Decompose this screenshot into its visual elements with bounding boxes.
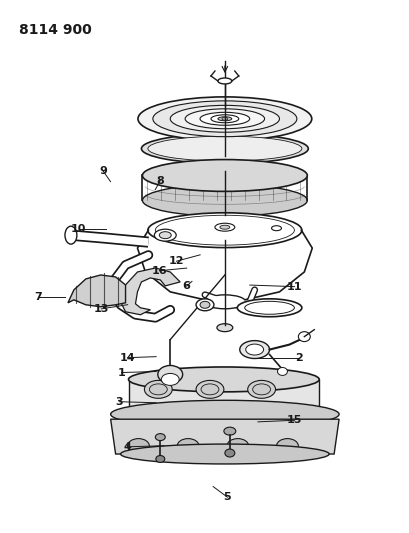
Text: 1: 1	[117, 368, 125, 377]
Ellipse shape	[137, 97, 311, 141]
Text: 11: 11	[286, 281, 301, 292]
Text: 15: 15	[286, 415, 301, 425]
Ellipse shape	[216, 324, 232, 332]
Ellipse shape	[110, 400, 338, 428]
Ellipse shape	[211, 115, 238, 123]
Ellipse shape	[200, 384, 218, 395]
Ellipse shape	[239, 341, 269, 359]
Ellipse shape	[221, 117, 227, 120]
Ellipse shape	[214, 223, 234, 231]
Ellipse shape	[245, 344, 263, 355]
Ellipse shape	[144, 381, 172, 398]
Text: 8: 8	[156, 175, 164, 185]
Ellipse shape	[217, 117, 231, 121]
Ellipse shape	[157, 366, 182, 383]
Text: 2: 2	[294, 353, 302, 362]
Text: 7: 7	[34, 292, 42, 302]
Ellipse shape	[170, 106, 279, 132]
Polygon shape	[68, 275, 125, 307]
Ellipse shape	[271, 225, 281, 231]
Ellipse shape	[65, 226, 76, 244]
Ellipse shape	[148, 213, 301, 248]
Text: 8114 900: 8114 900	[19, 23, 92, 37]
Ellipse shape	[196, 381, 223, 398]
Text: 14: 14	[119, 353, 135, 362]
Ellipse shape	[237, 299, 301, 317]
Ellipse shape	[120, 444, 328, 464]
Ellipse shape	[159, 232, 171, 239]
Ellipse shape	[244, 301, 294, 314]
Ellipse shape	[247, 381, 275, 398]
Ellipse shape	[277, 367, 287, 375]
Ellipse shape	[142, 184, 307, 216]
Text: 10: 10	[71, 224, 86, 235]
Polygon shape	[128, 379, 319, 414]
Ellipse shape	[155, 434, 165, 441]
Ellipse shape	[148, 136, 301, 161]
Ellipse shape	[298, 332, 310, 342]
Ellipse shape	[161, 374, 179, 385]
Ellipse shape	[224, 449, 234, 457]
Ellipse shape	[128, 367, 319, 392]
Ellipse shape	[142, 159, 307, 191]
Ellipse shape	[252, 384, 270, 395]
Ellipse shape	[141, 134, 308, 164]
Ellipse shape	[177, 439, 198, 454]
Polygon shape	[120, 268, 180, 315]
Ellipse shape	[223, 427, 235, 435]
Polygon shape	[110, 419, 338, 454]
Ellipse shape	[276, 439, 298, 454]
Text: 13: 13	[93, 304, 108, 314]
Text: 12: 12	[169, 256, 184, 266]
Ellipse shape	[204, 295, 245, 309]
Ellipse shape	[196, 299, 213, 311]
Ellipse shape	[200, 301, 209, 308]
Ellipse shape	[155, 215, 294, 245]
Text: 5: 5	[223, 492, 231, 502]
Ellipse shape	[217, 78, 231, 84]
Ellipse shape	[200, 112, 249, 125]
Text: 16: 16	[151, 266, 167, 276]
Ellipse shape	[185, 109, 264, 129]
Ellipse shape	[219, 225, 229, 229]
Ellipse shape	[149, 384, 167, 395]
Ellipse shape	[154, 229, 176, 241]
Text: 3: 3	[115, 397, 123, 407]
Ellipse shape	[226, 439, 248, 454]
Ellipse shape	[155, 456, 164, 463]
Ellipse shape	[127, 439, 149, 454]
Text: 6: 6	[182, 281, 190, 291]
Ellipse shape	[153, 101, 296, 136]
Text: 4: 4	[124, 442, 131, 452]
Text: 9: 9	[99, 166, 107, 176]
